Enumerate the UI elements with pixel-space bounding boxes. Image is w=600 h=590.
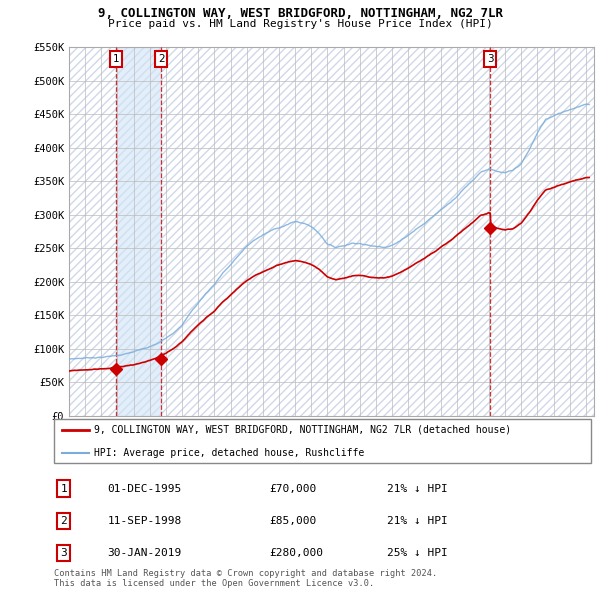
Text: 21% ↓ HPI: 21% ↓ HPI — [387, 484, 448, 493]
Text: 2: 2 — [60, 516, 67, 526]
Text: 25% ↓ HPI: 25% ↓ HPI — [387, 548, 448, 558]
Text: £70,000: £70,000 — [269, 484, 316, 493]
Text: 3: 3 — [60, 548, 67, 558]
Text: 9, COLLINGTON WAY, WEST BRIDGFORD, NOTTINGHAM, NG2 7LR: 9, COLLINGTON WAY, WEST BRIDGFORD, NOTTI… — [97, 7, 503, 20]
Text: 11-SEP-1998: 11-SEP-1998 — [108, 516, 182, 526]
Text: 1: 1 — [60, 484, 67, 493]
Text: HPI: Average price, detached house, Rushcliffe: HPI: Average price, detached house, Rush… — [94, 448, 365, 458]
Text: Price paid vs. HM Land Registry's House Price Index (HPI): Price paid vs. HM Land Registry's House … — [107, 19, 493, 30]
Text: £85,000: £85,000 — [269, 516, 316, 526]
Text: 2: 2 — [158, 54, 164, 64]
Text: 21% ↓ HPI: 21% ↓ HPI — [387, 516, 448, 526]
Text: Contains HM Land Registry data © Crown copyright and database right 2024.
This d: Contains HM Land Registry data © Crown c… — [54, 569, 437, 588]
Text: 9, COLLINGTON WAY, WEST BRIDGFORD, NOTTINGHAM, NG2 7LR (detached house): 9, COLLINGTON WAY, WEST BRIDGFORD, NOTTI… — [94, 425, 511, 435]
Text: 3: 3 — [487, 54, 494, 64]
Text: 01-DEC-1995: 01-DEC-1995 — [108, 484, 182, 493]
Text: £280,000: £280,000 — [269, 548, 323, 558]
Bar — [116, 47, 161, 416]
Text: 30-JAN-2019: 30-JAN-2019 — [108, 548, 182, 558]
Text: 1: 1 — [113, 54, 119, 64]
